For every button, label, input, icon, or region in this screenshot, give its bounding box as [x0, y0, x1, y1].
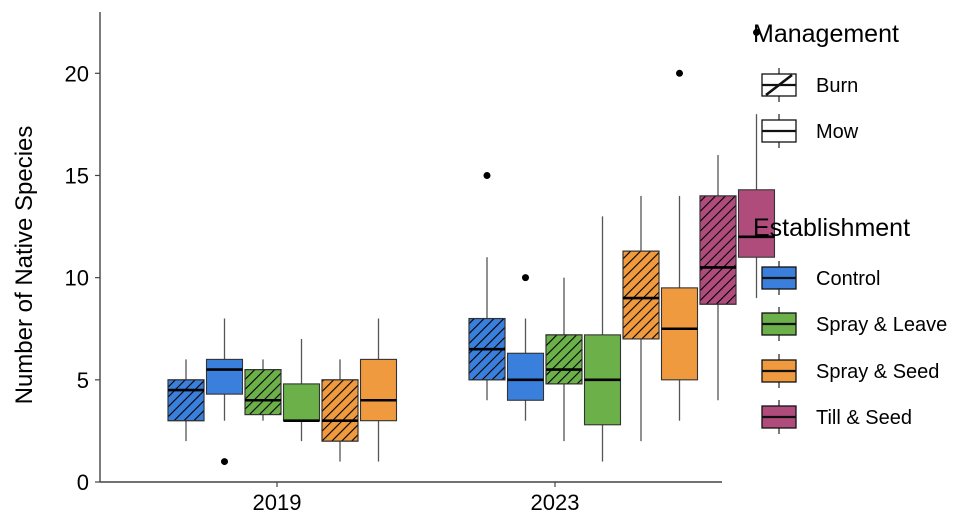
- box-2023-control-burn: [468, 171, 506, 401]
- legend-label: Spray & Seed: [816, 361, 939, 383]
- outlier-point: [221, 458, 228, 466]
- box-2023-spray-leave-mow: [583, 216, 622, 462]
- legend-entry-till-seed: Till & Seed: [761, 400, 912, 434]
- legend-entry-burn: Burn: [761, 68, 858, 102]
- box-2019-spray-seed-mow: [359, 318, 398, 462]
- outlier-point: [522, 274, 529, 282]
- box-2019-spray-leave-burn: [244, 359, 282, 421]
- legend: Management Burn Mow Establishment Control Spr…: [753, 20, 947, 434]
- y-tick-label: 20: [65, 61, 89, 86]
- outlier-point: [483, 171, 491, 179]
- legend-label: Control: [816, 268, 880, 290]
- box-2019-spray-leave-mow: [282, 338, 321, 442]
- box-hatch: [699, 195, 737, 305]
- y-tick-label: 15: [65, 163, 89, 188]
- box-hatch: [167, 379, 205, 422]
- box-2023-spray-leave-burn: [545, 277, 583, 442]
- legend-entry-mow: Mow: [761, 114, 859, 148]
- axes: [99, 12, 722, 483]
- legend-label: Mow: [816, 121, 859, 143]
- box-hatch: [244, 369, 282, 416]
- box-body: [205, 358, 244, 395]
- x-tick-label: 2019: [253, 490, 302, 514]
- box-body: [359, 358, 398, 422]
- box-body: [737, 189, 776, 258]
- box-2019-control-burn: [167, 359, 205, 442]
- x-ticks: 2019 2023: [253, 482, 580, 514]
- y-tick-label: 10: [65, 266, 89, 291]
- outlier-point: [753, 28, 760, 36]
- outlier-point: [676, 69, 683, 77]
- boxes: [167, 28, 776, 466]
- legend-label: Burn: [816, 75, 858, 97]
- legend-entry-spray-seed: Spray & Seed: [761, 354, 939, 388]
- box-body: [506, 352, 545, 401]
- legend-title-establishment: Establishment: [753, 214, 910, 242]
- box-2023-till-seed-burn: [699, 155, 737, 401]
- legend-title-management: Management: [753, 20, 899, 48]
- box-hatch: [545, 334, 583, 385]
- box-2023-till-seed-mow: [737, 28, 776, 299]
- box-2019-spray-seed-burn: [321, 359, 359, 462]
- box-2023-spray-seed-mow: [660, 69, 699, 421]
- legend-entry-spray-leave: Spray & Leave: [761, 307, 947, 341]
- legend-entry-control: Control: [761, 261, 880, 295]
- box-hatch: [622, 250, 660, 340]
- box-hatch: [321, 379, 359, 442]
- y-axis-label: Number of Native Species: [11, 126, 38, 405]
- box-2023-control-mow: [506, 274, 545, 421]
- box-body: [282, 383, 321, 422]
- box-body: [660, 287, 699, 381]
- legend-label: Till & Seed: [816, 407, 912, 429]
- legend-label: Spray & Leave: [816, 314, 947, 336]
- box-2023-spray-seed-burn: [622, 195, 660, 442]
- x-tick-label: 2023: [531, 490, 580, 514]
- y-tick-label: 5: [77, 368, 89, 393]
- y-ticks: 0 5 10 15 20: [65, 61, 100, 495]
- y-tick-label: 0: [77, 470, 89, 495]
- box-2019-control-mow: [205, 318, 244, 466]
